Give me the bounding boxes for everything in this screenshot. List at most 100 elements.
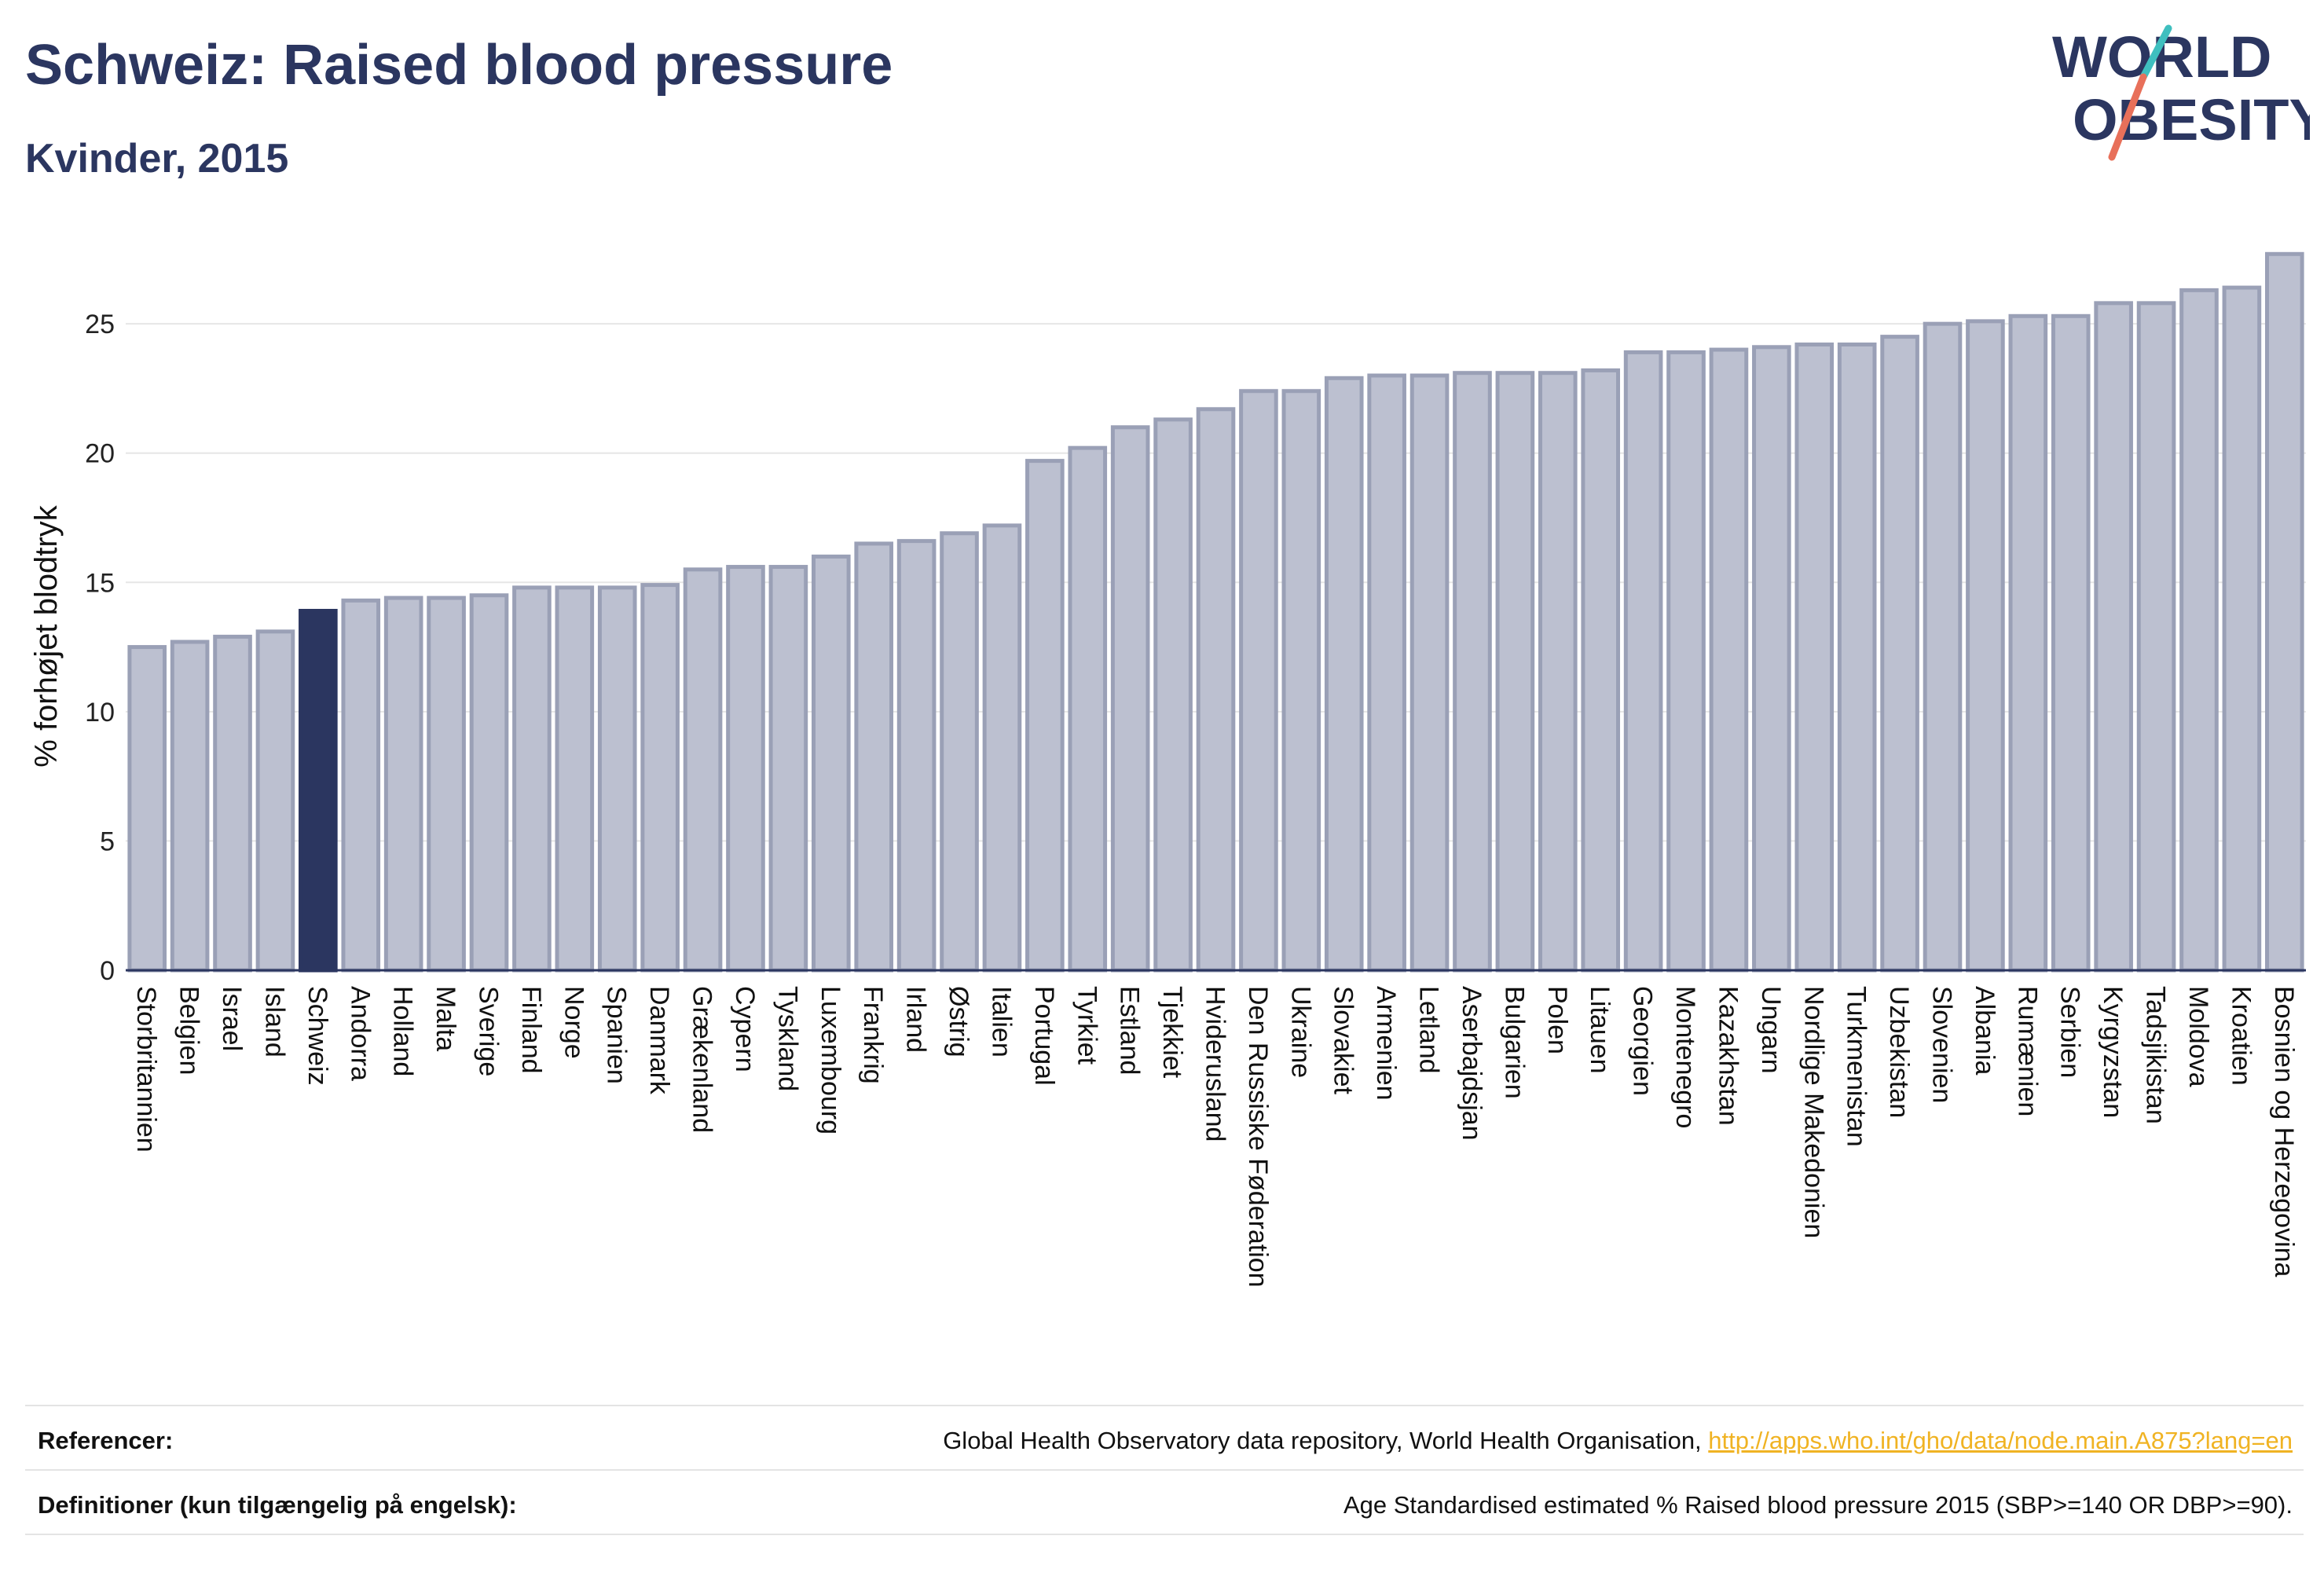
- bar: [2094, 301, 2133, 973]
- y-tick-label: 15: [85, 568, 115, 598]
- category-label: Uzbekistan: [1884, 986, 1914, 1118]
- category-label: Ungarn: [1756, 986, 1786, 1074]
- bar: [811, 554, 851, 973]
- category-label: Finland: [516, 986, 546, 1074]
- category-labels: Storbritannien Belgien Israel Island Schweiz…: [131, 986, 2299, 1288]
- category-label: Bosnien og Herzegovina: [2269, 986, 2299, 1277]
- category-label: Portugal: [1029, 986, 1059, 1086]
- definitions-value: Age Standardised estimated % Raised bloo…: [1343, 1491, 2293, 1519]
- bar: [427, 596, 466, 973]
- bar: [940, 531, 979, 973]
- definitions-label: Definitioner (kun tilgængelig på engelsk…: [38, 1491, 517, 1519]
- category-label: Nordlige Makedonien: [1798, 986, 1828, 1238]
- category-label: Aserbajdsjan: [1457, 986, 1486, 1141]
- category-label: Slovenien: [1927, 986, 1957, 1103]
- category-label: Montenegro: [1670, 986, 1700, 1128]
- bar: [1623, 350, 1663, 973]
- bar: [1453, 371, 1492, 973]
- category-label: Polen: [1542, 986, 1572, 1054]
- bar: [2008, 313, 2048, 973]
- category-label: Litauen: [1585, 986, 1615, 1074]
- bar: [640, 583, 680, 973]
- category-label: Hviderusland: [1200, 986, 1230, 1142]
- bar: [127, 645, 167, 973]
- category-label: Israel: [217, 986, 247, 1051]
- logo-line-2: OBESITY: [2073, 87, 2310, 152]
- bar: [383, 596, 423, 973]
- bar: [2222, 285, 2262, 973]
- category-label: Tadsjikistan: [2141, 986, 2171, 1124]
- bar: [1794, 342, 1835, 973]
- category-label: Østrig: [944, 986, 973, 1057]
- chart-title: Schweiz: Raised blood pressure: [25, 34, 893, 97]
- y-tick-label: 25: [85, 310, 115, 339]
- bar: [2264, 251, 2304, 973]
- footer-divider-top: [25, 1405, 2304, 1406]
- category-label: Albania: [1970, 986, 2000, 1076]
- bar: [1966, 319, 2005, 973]
- references-label: Referencer:: [38, 1427, 174, 1454]
- logo-slash-teal: [2139, 24, 2172, 81]
- category-label: Holland: [388, 986, 418, 1076]
- bar: [1880, 335, 1919, 973]
- bar: [341, 598, 381, 973]
- bar: [1666, 350, 1706, 973]
- category-label: Italien: [986, 986, 1016, 1057]
- bar: [555, 585, 595, 973]
- bar: [982, 523, 1022, 973]
- y-tick-label: 10: [85, 698, 115, 728]
- bar-chart: 0 5 10 15 20 25 Storbritannien Belgien Israel Is…: [29, 251, 2306, 1288]
- category-label: Irland: [901, 986, 931, 1053]
- bar: [1837, 342, 1877, 973]
- bar: [854, 541, 894, 973]
- category-label: Spanien: [602, 986, 632, 1084]
- category-label: Armenien: [1371, 986, 1401, 1101]
- references-value: Global Health Observatory data repositor…: [943, 1427, 2293, 1455]
- bar: [1495, 371, 1535, 973]
- y-tick-labels: 0 5 10 15 20 25: [85, 310, 115, 986]
- category-label: Tyskland: [772, 986, 802, 1091]
- bar: [1324, 376, 1364, 973]
- references-link[interactable]: http://apps.who.int/gho/data/node.main.A…: [1708, 1427, 2293, 1454]
- category-label: Andorra: [345, 986, 375, 1081]
- bar: [1709, 347, 1749, 973]
- bar: [213, 634, 252, 973]
- bar: [1025, 459, 1065, 973]
- bar-highlighted: [299, 609, 338, 973]
- bar: [1409, 373, 1450, 973]
- category-label: Cypern: [730, 986, 760, 1072]
- category-label: Tyrkiet: [1072, 986, 1102, 1065]
- bar: [896, 539, 937, 973]
- category-label: Island: [259, 986, 289, 1057]
- category-label: Moldova: [2183, 986, 2213, 1087]
- bar: [2051, 313, 2091, 973]
- category-label: Den Russiske Føderation: [1243, 986, 1273, 1288]
- bar: [1196, 407, 1236, 973]
- bar: [768, 565, 808, 973]
- category-label: Sverige: [474, 986, 504, 1076]
- bar: [1068, 445, 1108, 973]
- bar: [1110, 425, 1150, 973]
- bar: [1923, 321, 1963, 973]
- category-label: Malta: [431, 986, 460, 1051]
- bar: [1239, 389, 1278, 973]
- bar: [2136, 301, 2176, 973]
- bar: [1538, 371, 1578, 973]
- category-label: Luxembourg: [816, 986, 845, 1134]
- category-label: Norge: [559, 986, 588, 1059]
- category-label: Ukraine: [1285, 986, 1315, 1078]
- chart-subtitle: Kvinder, 2015: [25, 136, 289, 181]
- bars: [127, 251, 2304, 973]
- world-obesity-logo: WORLD OBESITY: [2052, 24, 2310, 161]
- bar: [170, 640, 210, 973]
- category-label: Georgien: [1628, 986, 1658, 1096]
- category-label: Schweiz: [302, 986, 332, 1086]
- y-axis-label: % forhøjet blodtryk: [29, 504, 64, 767]
- category-label: Storbritannien: [131, 986, 161, 1153]
- bar: [512, 585, 552, 973]
- logo-slash-coral: [2108, 73, 2147, 161]
- category-label: Serbien: [2055, 986, 2085, 1078]
- footer-divider-middle: [25, 1469, 2304, 1471]
- references-text: Global Health Observatory data repositor…: [943, 1427, 1709, 1454]
- category-label: Letland: [1414, 986, 1444, 1074]
